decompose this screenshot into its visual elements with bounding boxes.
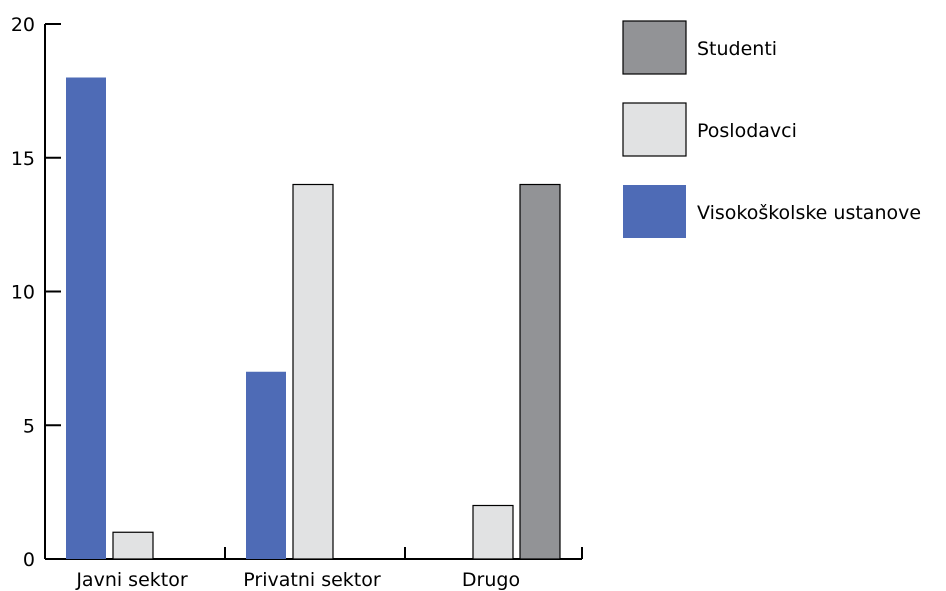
bar-visokoskolske-ustanove-javni-sektor: [66, 77, 106, 559]
bar-poslodavci-javni-sektor: [112, 531, 154, 560]
legend-swatch: [622, 102, 687, 157]
bar-visokoskolske-ustanove-privatni-sektor: [246, 371, 286, 559]
legend-label: Visokoškolske ustanove: [697, 202, 921, 224]
axes: 0 5 10 15 20 Javni sektor Privatni sektor Drugo: [11, 14, 583, 591]
bar-poslodavci-privatni-sektor: [292, 183, 334, 560]
y-tick-label: 10: [11, 282, 35, 304]
legend: Studenti Poslodavci Visokoškolske ustanove: [622, 20, 921, 238]
bars: [66, 77, 561, 560]
legend-label: Studenti: [697, 38, 777, 60]
bar-studenti-drugo: [519, 183, 561, 560]
y-tick-label: 0: [23, 549, 35, 571]
y-tick-label: 15: [11, 148, 35, 170]
legend-label: Poslodavci: [697, 120, 797, 142]
x-category-label: Drugo: [462, 569, 520, 591]
x-category-label: Javni sektor: [75, 569, 188, 591]
bar-poslodavci-drugo: [472, 504, 514, 560]
legend-swatch: [623, 185, 686, 238]
legend-swatch: [622, 20, 687, 75]
y-tick-label: 20: [11, 14, 35, 36]
y-tick-label: 5: [23, 415, 35, 437]
x-category-label: Privatni sektor: [243, 569, 381, 591]
